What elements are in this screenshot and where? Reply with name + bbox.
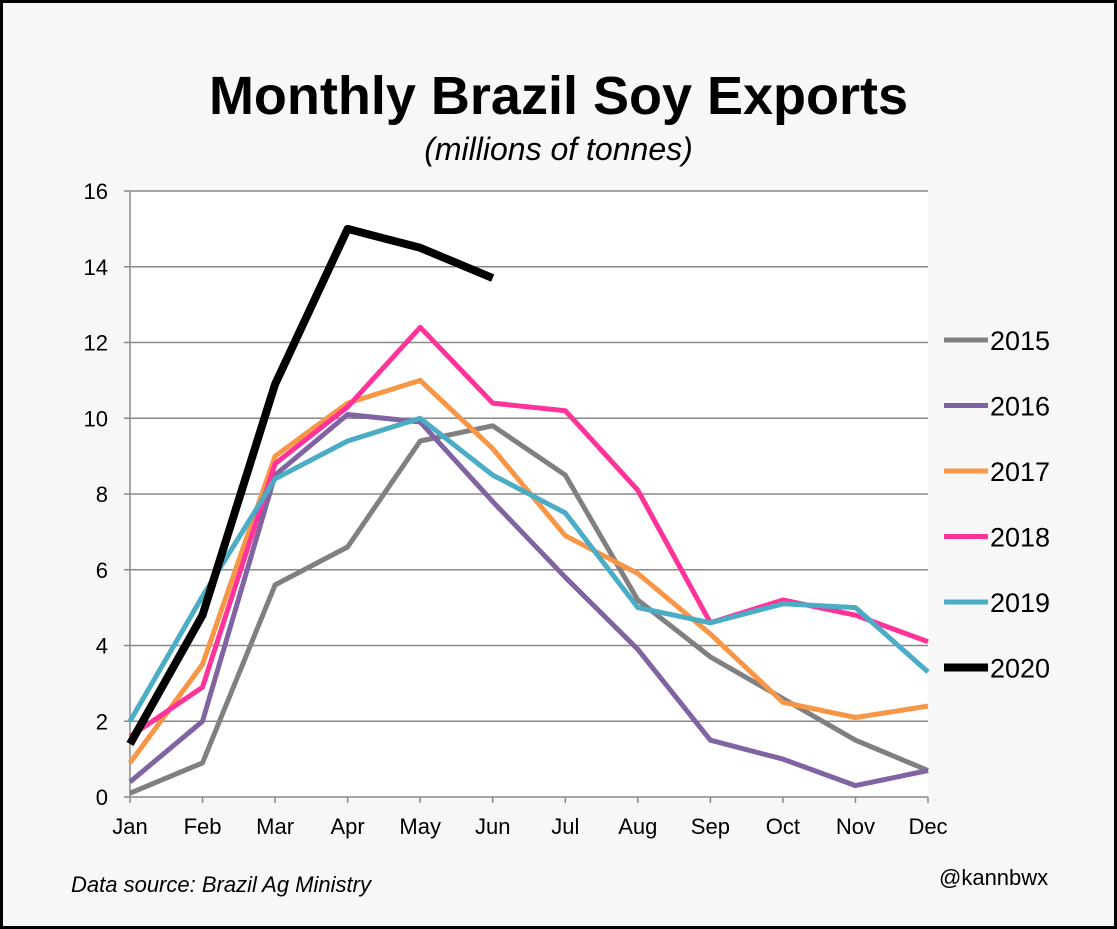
y-tick-label: 14 xyxy=(84,255,108,280)
legend-label-2015: 2015 xyxy=(990,326,1050,356)
legend-label-2018: 2018 xyxy=(990,523,1050,553)
y-tick-label: 0 xyxy=(96,785,108,810)
y-tick-label: 2 xyxy=(96,709,108,734)
x-tick-label: Jun xyxy=(475,814,510,839)
x-tick-label: Aug xyxy=(618,814,657,839)
series-line-2016 xyxy=(128,412,929,789)
x-tick-label: Feb xyxy=(184,814,222,839)
x-tick-label: Jul xyxy=(551,814,579,839)
chart-subtitle: (millions of tonnes) xyxy=(424,131,693,167)
x-tick-label: Mar xyxy=(256,814,294,839)
data-source-note: Data source: Brazil Ag Ministry xyxy=(71,872,371,897)
x-tick-label: May xyxy=(399,814,441,839)
series-line-2020 xyxy=(126,224,495,746)
chart-title: Monthly Brazil Soy Exports xyxy=(208,66,909,126)
x-tick-label: Apr xyxy=(331,814,365,839)
x-tick-label: Jan xyxy=(112,814,147,839)
y-tick-label: 10 xyxy=(84,406,108,431)
y-tick-label: 6 xyxy=(96,558,108,583)
author-handle: @kannbwx xyxy=(939,865,1049,890)
legend-label-2019: 2019 xyxy=(990,588,1050,618)
x-tick-label: Dec xyxy=(908,814,947,839)
y-tick-label: 4 xyxy=(96,634,108,659)
legend-label-2020: 2020 xyxy=(990,654,1050,684)
y-tick-label: 16 xyxy=(84,179,108,204)
x-tick-label: Sep xyxy=(691,814,730,839)
y-tick-label: 12 xyxy=(84,331,108,356)
x-tick-label: Oct xyxy=(766,814,800,839)
x-tick-label: Nov xyxy=(836,814,875,839)
y-tick-label: 8 xyxy=(96,482,108,507)
series-line-2019 xyxy=(127,415,930,723)
legend-label-2017: 2017 xyxy=(990,457,1050,487)
legend-label-2016: 2016 xyxy=(990,392,1050,422)
